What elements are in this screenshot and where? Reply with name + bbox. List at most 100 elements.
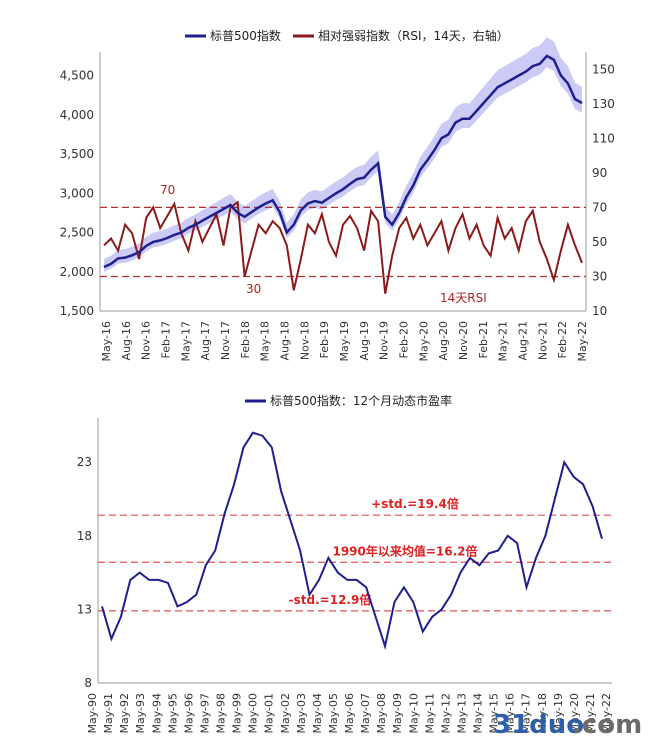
x-tick-22: May-12: [439, 693, 452, 734]
y-tick-2: 18: [77, 529, 92, 543]
chart1: 标普500指数 相对强弱指数（RSI，14天，右轴） 1,500 2,000 2,5…: [60, 28, 615, 362]
yright-tick-0: 10: [592, 304, 607, 318]
yleft-tick-4: 3,500: [60, 147, 94, 161]
x-tick-14: Nov-19: [378, 321, 391, 360]
annotation-70: 70: [160, 183, 175, 197]
x-tick-10: Nov-18: [298, 321, 311, 360]
x-tick-6: Nov-17: [219, 321, 232, 360]
yleft-tick-5: 4,000: [60, 108, 94, 122]
x-tick-7: May-97: [198, 693, 211, 734]
legend-label-pe: 标普500指数：12个月动态市盈率: [270, 393, 452, 408]
x-tick-19: Feb-21: [477, 321, 490, 358]
x-tick-5: May-95: [166, 693, 179, 734]
yleft-tick-1: 2,000: [60, 265, 94, 279]
x-tick-29: May-19: [552, 693, 565, 734]
x-tick-26: May-16: [504, 693, 517, 734]
x-tick-1: May-91: [102, 693, 115, 734]
yleft-tick-6: 4,500: [60, 69, 94, 83]
x-tick-12: May-02: [279, 693, 292, 734]
x-tick-20: May-10: [407, 693, 420, 734]
chart1-legend: 标普500指数 相对强弱指数（RSI，14天，右轴）: [185, 28, 509, 43]
x-tick-0: May-90: [86, 693, 99, 734]
x-tick-8: May-18: [259, 321, 272, 362]
x-tick-18: Nov-20: [457, 321, 470, 360]
yleft-tick-2: 2,500: [60, 226, 94, 240]
x-tick-25: May-15: [488, 693, 501, 734]
x-tick-13: Aug-19: [358, 321, 371, 360]
x-tick-2: Nov-16: [140, 321, 153, 360]
x-tick-5: Aug-17: [199, 321, 212, 360]
sp500-band: [104, 37, 582, 272]
chart1-x-ticks: May-16 Aug-16 Nov-16 Feb-17 May-17 Aug-17 Nov-…: [100, 321, 589, 362]
x-tick-9: Aug-18: [279, 321, 292, 360]
x-tick-11: Feb-19: [318, 321, 331, 358]
x-tick-7: Feb-18: [239, 321, 252, 358]
x-tick-17: May-07: [359, 693, 372, 734]
x-tick-0: May-16: [100, 321, 113, 362]
chart1-yright-ticks: 10 30 50 70 90 110 130 150: [592, 62, 615, 318]
x-tick-18: May-08: [375, 693, 388, 734]
yright-tick-3: 70: [592, 200, 607, 214]
x-tick-21: May-11: [423, 693, 436, 734]
x-tick-21: Aug-21: [517, 321, 530, 360]
rsi-reference-lines: [100, 206, 586, 278]
yright-tick-1: 30: [592, 269, 607, 283]
y-tick-0: 8: [84, 676, 92, 690]
x-tick-31: May-21: [584, 693, 597, 734]
yright-tick-5: 110: [592, 131, 615, 145]
x-tick-24: May-22: [576, 321, 589, 362]
pe-ref-label-2: -std.=12.9倍: [289, 592, 372, 607]
y-tick-1: 13: [77, 602, 92, 616]
x-tick-11: May-01: [263, 693, 276, 734]
chart2-y-ticks: 8 13 18 23: [77, 455, 92, 690]
x-tick-1: Aug-16: [120, 321, 133, 360]
legend-label-rsi: 相对强弱指数（RSI，14天，右轴）: [318, 28, 509, 43]
x-tick-28: May-18: [536, 693, 549, 734]
x-tick-16: May-20: [417, 321, 430, 362]
x-tick-10: May-00: [247, 693, 260, 734]
sp500-series-line: [103, 54, 583, 269]
chart1-yleft-ticks: 1,500 2,000 2,500 3,000 3,500 4,000 4,500: [60, 69, 94, 318]
x-tick-9: May-99: [231, 693, 244, 734]
yleft-tick-0: 1,500: [60, 304, 94, 318]
chart2-legend: 标普500指数：12个月动态市盈率: [245, 393, 452, 408]
x-tick-27: May-17: [520, 693, 533, 734]
pe-ref-label-1: 1990年以来均值=16.2倍: [332, 543, 477, 558]
x-tick-24: May-14: [472, 693, 485, 734]
x-tick-22: Nov-21: [536, 321, 549, 360]
pe-ref-label-0: +std.=19.4倍: [371, 496, 459, 511]
pe-series-line: [101, 431, 603, 651]
rsi-series-line: [103, 200, 583, 294]
x-tick-8: May-98: [215, 693, 228, 734]
watermark-part1: 31duo: [493, 710, 584, 740]
x-tick-23: Feb-22: [556, 321, 569, 358]
yright-tick-4: 90: [592, 166, 607, 180]
x-tick-14: May-04: [311, 693, 324, 734]
x-tick-17: Aug-20: [437, 321, 450, 360]
yright-tick-6: 130: [592, 97, 615, 111]
x-tick-2: May-92: [118, 693, 131, 734]
chart2-x-ticks: May-90 May-91 May-92 May-93 May-94 May-95 May-…: [86, 693, 613, 734]
watermark-part2: .com: [572, 710, 642, 740]
yright-tick-7: 150: [592, 62, 615, 76]
annotation-14day-rsi: 14天RSI: [440, 291, 487, 305]
legend-label-sp500: 标普500指数: [210, 28, 281, 43]
pe-reference-lines: +std.=19.4倍 1990年以来均值=16.2倍 -std.=12.9倍: [98, 496, 612, 612]
x-tick-15: May-05: [327, 693, 340, 734]
x-tick-13: May-03: [295, 693, 308, 734]
x-tick-6: May-96: [182, 693, 195, 734]
y-tick-3: 23: [77, 455, 92, 469]
watermark: 31duo .com: [493, 710, 642, 740]
x-tick-3: May-93: [134, 693, 147, 734]
x-tick-15: Feb-20: [398, 321, 411, 358]
x-tick-12: May-19: [338, 321, 351, 362]
x-tick-30: May-20: [568, 693, 581, 734]
x-tick-32: May-22: [600, 693, 613, 734]
x-tick-20: May-21: [497, 321, 510, 362]
x-tick-4: May-94: [150, 693, 163, 734]
x-tick-23: May-13: [455, 693, 468, 734]
x-tick-19: May-09: [391, 693, 404, 734]
yright-tick-2: 50: [592, 235, 607, 249]
